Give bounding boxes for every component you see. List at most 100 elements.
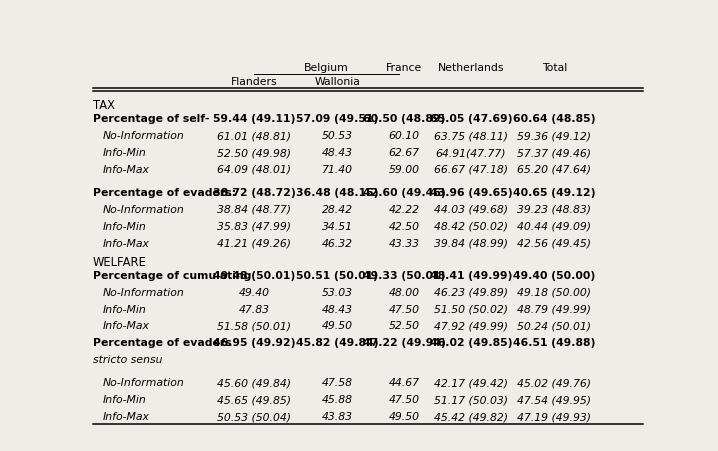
Text: 47.50: 47.50 xyxy=(388,394,419,404)
Text: 51.58 (50.01): 51.58 (50.01) xyxy=(217,321,291,331)
Text: 47.22 (49.94): 47.22 (49.94) xyxy=(363,337,446,348)
Text: 52.50: 52.50 xyxy=(388,321,419,331)
Text: No-Information: No-Information xyxy=(103,131,185,141)
Text: Percentage of self-: Percentage of self- xyxy=(93,114,209,124)
Text: 38.72 (48.72): 38.72 (48.72) xyxy=(213,188,295,198)
Text: No-Information: No-Information xyxy=(103,377,185,387)
Text: 46.32: 46.32 xyxy=(322,238,353,248)
Text: 49.40 (50.00): 49.40 (50.00) xyxy=(513,270,595,280)
Text: Info-Max: Info-Max xyxy=(103,238,149,248)
Text: Info-Min: Info-Min xyxy=(103,304,146,314)
Text: 42.56 (49.45): 42.56 (49.45) xyxy=(518,238,592,248)
Text: 49.50: 49.50 xyxy=(322,321,353,331)
Text: 43.33: 43.33 xyxy=(388,238,419,248)
Text: 39.84 (48.99): 39.84 (48.99) xyxy=(434,238,508,248)
Text: 48.79 (49.99): 48.79 (49.99) xyxy=(518,304,592,314)
Text: 47.19 (49.93): 47.19 (49.93) xyxy=(518,411,592,421)
Text: 49.50: 49.50 xyxy=(388,411,419,421)
Text: 60.50 (48.89): 60.50 (48.89) xyxy=(363,114,445,124)
Text: 42.60 (49.46): 42.60 (49.46) xyxy=(363,188,446,198)
Text: 59.00: 59.00 xyxy=(388,165,419,175)
Text: 71.40: 71.40 xyxy=(322,165,353,175)
Text: 41.21 (49.26): 41.21 (49.26) xyxy=(217,238,291,248)
Text: 47.58: 47.58 xyxy=(322,377,353,387)
Text: Info-Max: Info-Max xyxy=(103,321,149,331)
Text: 45.02 (49.76): 45.02 (49.76) xyxy=(518,377,592,387)
Text: 50.53 (50.04): 50.53 (50.04) xyxy=(217,411,291,421)
Text: No-Information: No-Information xyxy=(103,204,185,214)
Text: 59.44 (49.11): 59.44 (49.11) xyxy=(213,114,295,124)
Text: Info-Min: Info-Min xyxy=(103,147,146,158)
Text: 48.00: 48.00 xyxy=(388,287,419,297)
Text: 47.50: 47.50 xyxy=(388,304,419,314)
Text: 43.83: 43.83 xyxy=(322,411,353,421)
Text: Belgium: Belgium xyxy=(304,63,349,73)
Text: 48.41 (49.99): 48.41 (49.99) xyxy=(430,270,512,280)
Text: 42.50: 42.50 xyxy=(388,221,419,231)
Text: 45.65 (49.85): 45.65 (49.85) xyxy=(217,394,291,404)
Text: 40.65 (49.12): 40.65 (49.12) xyxy=(513,188,596,198)
Text: 49.33 (50.01): 49.33 (50.01) xyxy=(363,270,445,280)
Text: 50.53: 50.53 xyxy=(322,131,353,141)
Text: France: France xyxy=(386,63,422,73)
Text: 66.67 (47.18): 66.67 (47.18) xyxy=(434,165,508,175)
Text: 53.03: 53.03 xyxy=(322,287,353,297)
Text: Flanders: Flanders xyxy=(230,77,277,87)
Text: 64.91(47.77): 64.91(47.77) xyxy=(436,147,506,158)
Text: 51.50 (50.02): 51.50 (50.02) xyxy=(434,304,508,314)
Text: 47.92 (49.99): 47.92 (49.99) xyxy=(434,321,508,331)
Text: TAX: TAX xyxy=(93,99,115,112)
Text: Info-Max: Info-Max xyxy=(103,411,149,421)
Text: 45.88: 45.88 xyxy=(322,394,353,404)
Text: Netherlands: Netherlands xyxy=(438,63,504,73)
Text: 48.43: 48.43 xyxy=(322,304,353,314)
Text: 49.18 (50.00): 49.18 (50.00) xyxy=(518,287,592,297)
Text: 34.51: 34.51 xyxy=(322,221,353,231)
Text: 47.54 (49.95): 47.54 (49.95) xyxy=(518,394,592,404)
Text: Percentage of evaders: Percentage of evaders xyxy=(93,337,231,348)
Text: 65.20 (47.64): 65.20 (47.64) xyxy=(518,165,592,175)
Text: 65.05 (47.69): 65.05 (47.69) xyxy=(429,114,512,124)
Text: 40.44 (49.09): 40.44 (49.09) xyxy=(518,221,592,231)
Text: Percentage of evaders:: Percentage of evaders: xyxy=(93,188,236,198)
Text: Wallonia: Wallonia xyxy=(314,77,360,87)
Text: 28.42: 28.42 xyxy=(322,204,353,214)
Text: 49.40: 49.40 xyxy=(238,287,269,297)
Text: Info-Min: Info-Min xyxy=(103,221,146,231)
Text: 62.67: 62.67 xyxy=(388,147,419,158)
Text: 35.83 (47.99): 35.83 (47.99) xyxy=(217,221,291,231)
Text: 49.48 (50.01): 49.48 (50.01) xyxy=(213,270,295,280)
Text: 60.10: 60.10 xyxy=(388,131,419,141)
Text: 64.09 (48.01): 64.09 (48.01) xyxy=(217,165,291,175)
Text: 39.23 (48.83): 39.23 (48.83) xyxy=(518,204,592,214)
Text: 46.51 (49.88): 46.51 (49.88) xyxy=(513,337,595,348)
Text: 57.09 (49.51): 57.09 (49.51) xyxy=(297,114,378,124)
Text: 46.02 (49.85): 46.02 (49.85) xyxy=(429,337,512,348)
Text: 46.95 (49.92): 46.95 (49.92) xyxy=(213,337,295,348)
Text: Percentage of cumulating: Percentage of cumulating xyxy=(93,270,251,280)
Text: 51.17 (50.03): 51.17 (50.03) xyxy=(434,394,508,404)
Text: 57.37 (49.46): 57.37 (49.46) xyxy=(518,147,592,158)
Text: 44.67: 44.67 xyxy=(388,377,419,387)
Text: 52.50 (49.98): 52.50 (49.98) xyxy=(217,147,291,158)
Text: 50.51 (50.01): 50.51 (50.01) xyxy=(297,270,378,280)
Text: 44.03 (49.68): 44.03 (49.68) xyxy=(434,204,508,214)
Text: 43.96 (49.65): 43.96 (49.65) xyxy=(429,188,512,198)
Text: 63.75 (48.11): 63.75 (48.11) xyxy=(434,131,508,141)
Text: 38.84 (48.77): 38.84 (48.77) xyxy=(217,204,291,214)
Text: 46.23 (49.89): 46.23 (49.89) xyxy=(434,287,508,297)
Text: 45.82 (49.84): 45.82 (49.84) xyxy=(296,337,378,348)
Text: Info-Max: Info-Max xyxy=(103,165,149,175)
Text: 48.43: 48.43 xyxy=(322,147,353,158)
Text: 61.01 (48.81): 61.01 (48.81) xyxy=(217,131,291,141)
Text: 45.60 (49.84): 45.60 (49.84) xyxy=(217,377,291,387)
Text: Total: Total xyxy=(542,63,567,73)
Text: 59.36 (49.12): 59.36 (49.12) xyxy=(518,131,592,141)
Text: 47.83: 47.83 xyxy=(238,304,269,314)
Text: 36.48 (48.15): 36.48 (48.15) xyxy=(296,188,378,198)
Text: 42.22: 42.22 xyxy=(388,204,419,214)
Text: 50.24 (50.01): 50.24 (50.01) xyxy=(518,321,592,331)
Text: stricto sensu: stricto sensu xyxy=(93,354,162,364)
Text: Info-Min: Info-Min xyxy=(103,394,146,404)
Text: 60.64 (48.85): 60.64 (48.85) xyxy=(513,114,596,124)
